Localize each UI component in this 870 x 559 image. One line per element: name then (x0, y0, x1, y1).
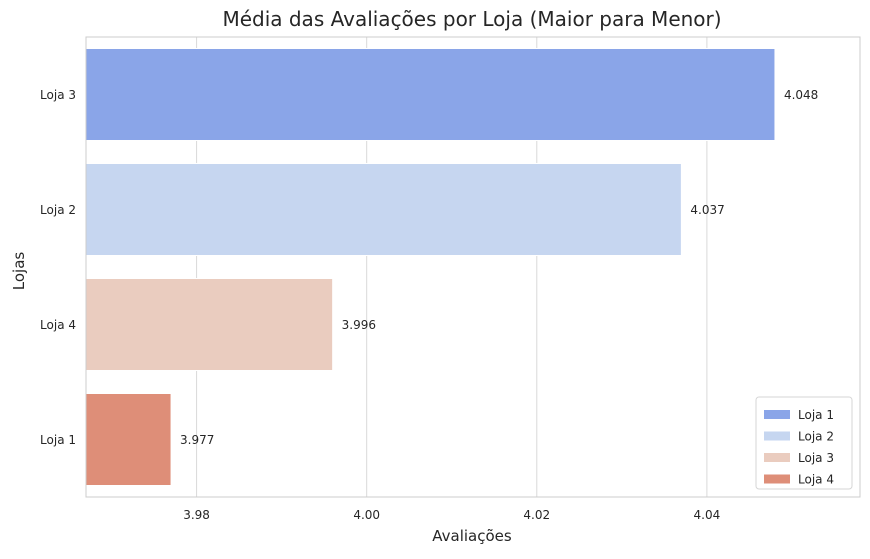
data-label: 3.996 (342, 318, 376, 332)
x-tick-label: 4.04 (694, 508, 721, 522)
x-tick-labels: 3.98 4.00 4.02 4.04 (183, 508, 720, 522)
bars (85, 48, 776, 486)
bar (85, 278, 334, 371)
chart-title: Média das Avaliações por Loja (Maior par… (222, 7, 721, 31)
y-axis-label: Lojas (10, 252, 28, 291)
legend: Loja 1 Loja 2 Loja 3 Loja 4 (755, 396, 853, 490)
legend-swatch (764, 431, 790, 441)
legend-label: Loja 2 (798, 430, 834, 444)
legend-swatch (764, 410, 790, 419)
y-tick-label: Loja 4 (40, 318, 76, 332)
plot-area-frame (85, 36, 861, 498)
y-tick-label: Loja 3 (40, 88, 76, 102)
legend-label: Loja 4 (798, 473, 834, 487)
y-tick-label: Loja 1 (40, 433, 76, 447)
legend-box (755, 396, 853, 490)
y-tick-labels: Loja 3 Loja 2 Loja 4 Loja 1 (40, 88, 76, 447)
bar (85, 48, 776, 141)
y-tick-label: Loja 2 (40, 203, 76, 217)
x-axis-label: Avaliações (432, 527, 512, 545)
legend-swatch (764, 453, 790, 462)
legend-label: Loja 3 (798, 451, 834, 465)
x-tick-label: 4.02 (523, 508, 550, 522)
bar (85, 393, 172, 486)
legend-swatch (764, 474, 790, 484)
bar (85, 163, 682, 256)
data-label: 4.048 (784, 88, 818, 102)
data-labels: 4.048 4.037 3.996 3.977 (180, 88, 818, 447)
x-tick-label: 4.00 (353, 508, 380, 522)
legend-label: Loja 1 (798, 408, 834, 422)
data-label: 4.037 (690, 203, 724, 217)
x-tick-label: 3.98 (183, 508, 210, 522)
data-label: 3.977 (180, 433, 214, 447)
